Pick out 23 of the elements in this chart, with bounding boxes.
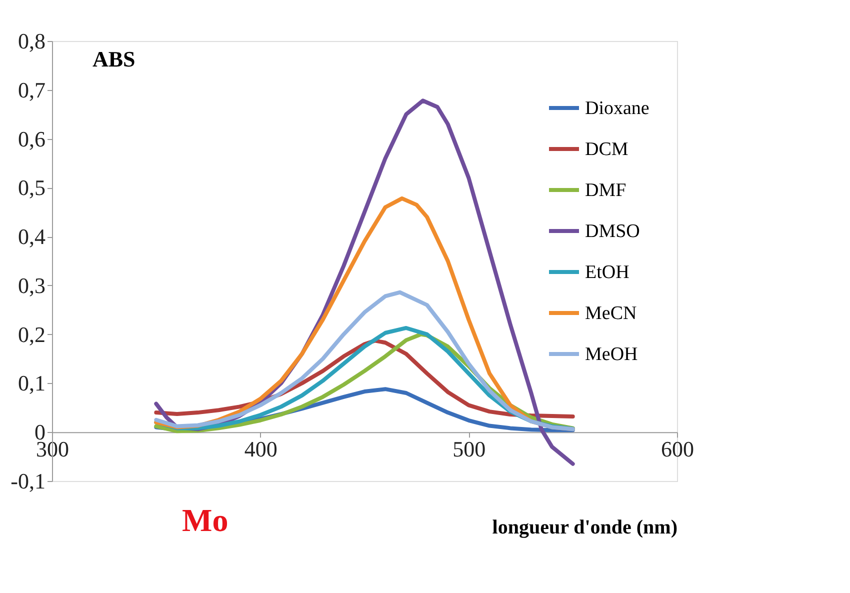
y-tick-label: 0,1 <box>18 370 46 396</box>
legend-label: DMF <box>585 180 626 201</box>
legend-label: MeOH <box>585 344 638 365</box>
x-tick-label: 600 <box>661 436 694 462</box>
y-tick-label: 0,4 <box>18 224 46 250</box>
x-tick-label: 400 <box>244 436 278 462</box>
legend-label: DCM <box>585 139 628 160</box>
legend-label: Dioxane <box>585 98 650 119</box>
y-tick-label: 0,7 <box>18 77 46 102</box>
y-tick-label: 0,8 <box>18 28 46 54</box>
y-tick-label: 0,6 <box>18 126 46 152</box>
y-tick-label: 0,3 <box>18 272 46 298</box>
legend-label: EtOH <box>585 262 630 283</box>
x-axis-title: longueur d'onde (nm) <box>492 516 678 538</box>
y-tick-label: -0,1 <box>10 468 46 494</box>
line-series <box>154 290 575 432</box>
y-tick-label: 0,5 <box>18 175 46 200</box>
y-axis-title: ABS <box>92 46 136 72</box>
x-tick-label: 500 <box>452 436 486 462</box>
y-tick-label: 0,2 <box>18 322 46 347</box>
legend-label: DMSO <box>585 221 640 242</box>
legend-label: MeCN <box>585 303 637 324</box>
text: Mo <box>182 502 228 538</box>
